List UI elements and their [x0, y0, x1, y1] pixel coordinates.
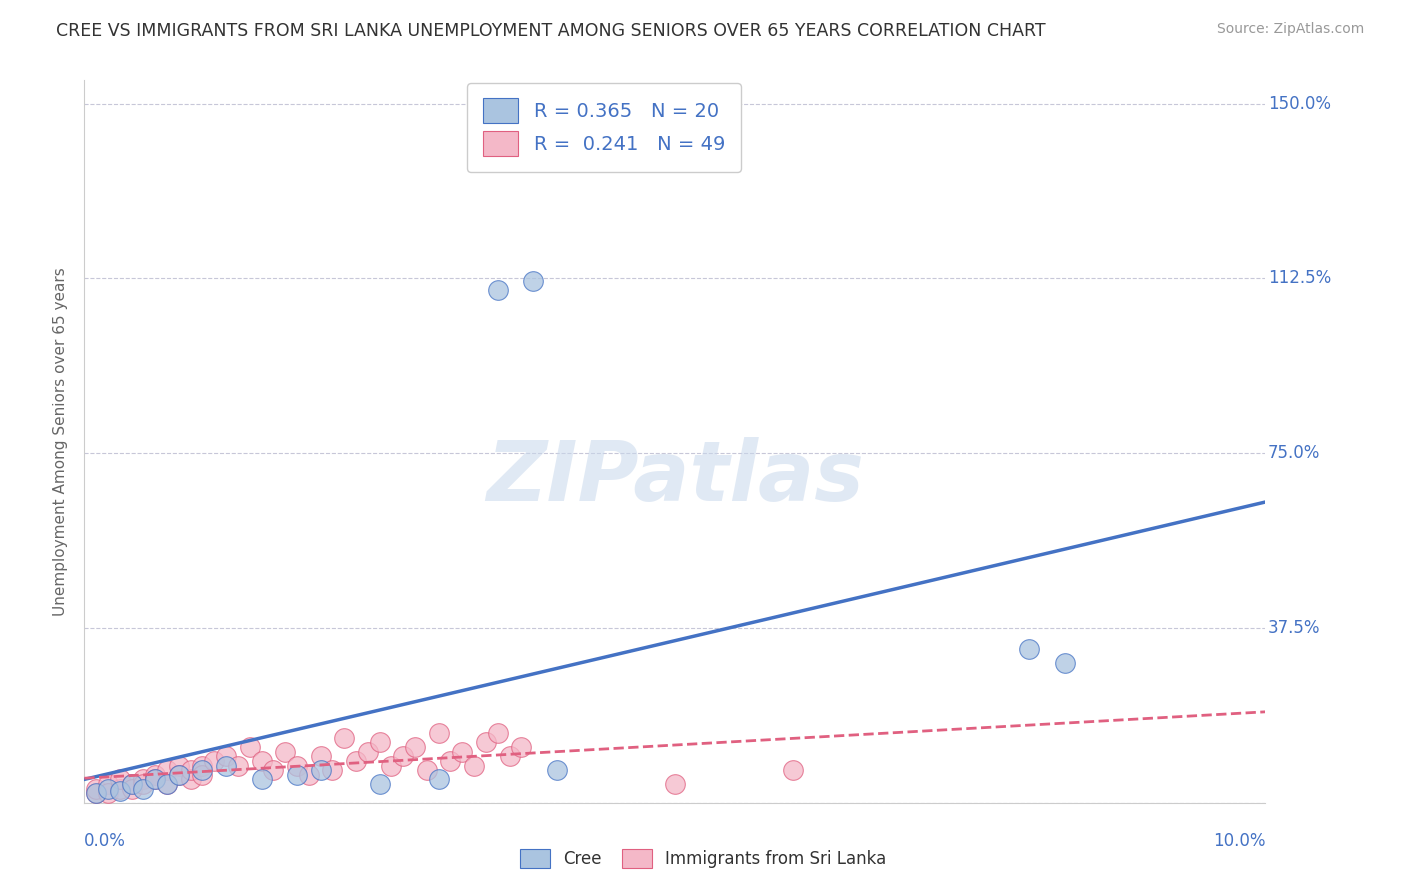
Point	[427, 726, 450, 740]
Point	[782, 763, 804, 777]
Point	[344, 754, 367, 768]
Point	[121, 781, 143, 796]
Point	[510, 739, 533, 754]
Point	[309, 749, 332, 764]
Y-axis label: Unemployment Among Seniors over 65 years: Unemployment Among Seniors over 65 years	[53, 268, 69, 615]
Text: 10.0%: 10.0%	[1213, 831, 1265, 850]
Point	[167, 758, 190, 772]
Point	[451, 745, 474, 759]
Point	[463, 758, 485, 772]
Point	[262, 763, 284, 777]
Point	[522, 274, 544, 288]
Point	[239, 739, 262, 754]
Point	[321, 763, 343, 777]
Point	[380, 758, 402, 772]
Point	[1053, 656, 1076, 670]
Point	[132, 772, 155, 787]
Point	[333, 731, 356, 745]
Point	[274, 745, 297, 759]
Point	[97, 777, 120, 791]
Point	[664, 777, 686, 791]
Point	[97, 787, 120, 801]
Point	[132, 781, 155, 796]
Point	[486, 283, 509, 297]
Legend: Cree, Immigrants from Sri Lanka: Cree, Immigrants from Sri Lanka	[513, 842, 893, 875]
Legend: R = 0.365   N = 20, R =  0.241   N = 49: R = 0.365 N = 20, R = 0.241 N = 49	[468, 83, 741, 171]
Point	[97, 781, 120, 796]
Point	[486, 726, 509, 740]
Point	[156, 777, 179, 791]
Point	[226, 758, 249, 772]
Point	[368, 777, 391, 791]
Text: 75.0%: 75.0%	[1268, 444, 1320, 462]
Point	[108, 772, 131, 787]
Point	[309, 763, 332, 777]
Point	[357, 745, 380, 759]
Point	[156, 777, 179, 791]
Point	[84, 787, 107, 801]
Point	[427, 772, 450, 787]
Point	[498, 749, 520, 764]
Point	[156, 763, 179, 777]
Point	[121, 777, 143, 791]
Point	[191, 758, 214, 772]
Point	[143, 772, 166, 787]
Point	[215, 749, 238, 764]
Point	[546, 763, 568, 777]
Point	[132, 777, 155, 791]
Point	[108, 784, 131, 798]
Point	[84, 781, 107, 796]
Point	[121, 777, 143, 791]
Point	[180, 772, 202, 787]
Point	[250, 754, 273, 768]
Point	[298, 768, 321, 782]
Point	[191, 763, 214, 777]
Point	[167, 768, 190, 782]
Text: 112.5%: 112.5%	[1268, 269, 1331, 287]
Text: 0.0%: 0.0%	[84, 831, 127, 850]
Point	[250, 772, 273, 787]
Point	[84, 787, 107, 801]
Point	[167, 768, 190, 782]
Point	[285, 758, 308, 772]
Point	[215, 758, 238, 772]
Text: ZIPatlas: ZIPatlas	[486, 437, 863, 518]
Point	[180, 763, 202, 777]
Point	[439, 754, 461, 768]
Point	[392, 749, 415, 764]
Text: 37.5%: 37.5%	[1268, 619, 1320, 637]
Point	[1018, 642, 1040, 657]
Point	[191, 768, 214, 782]
Point	[202, 754, 225, 768]
Point	[143, 772, 166, 787]
Point	[475, 735, 498, 749]
Point	[108, 781, 131, 796]
Point	[285, 768, 308, 782]
Text: 150.0%: 150.0%	[1268, 95, 1330, 112]
Point	[368, 735, 391, 749]
Point	[416, 763, 439, 777]
Text: Source: ZipAtlas.com: Source: ZipAtlas.com	[1216, 22, 1364, 37]
Point	[143, 768, 166, 782]
Text: CREE VS IMMIGRANTS FROM SRI LANKA UNEMPLOYMENT AMONG SENIORS OVER 65 YEARS CORRE: CREE VS IMMIGRANTS FROM SRI LANKA UNEMPL…	[56, 22, 1046, 40]
Point	[404, 739, 426, 754]
